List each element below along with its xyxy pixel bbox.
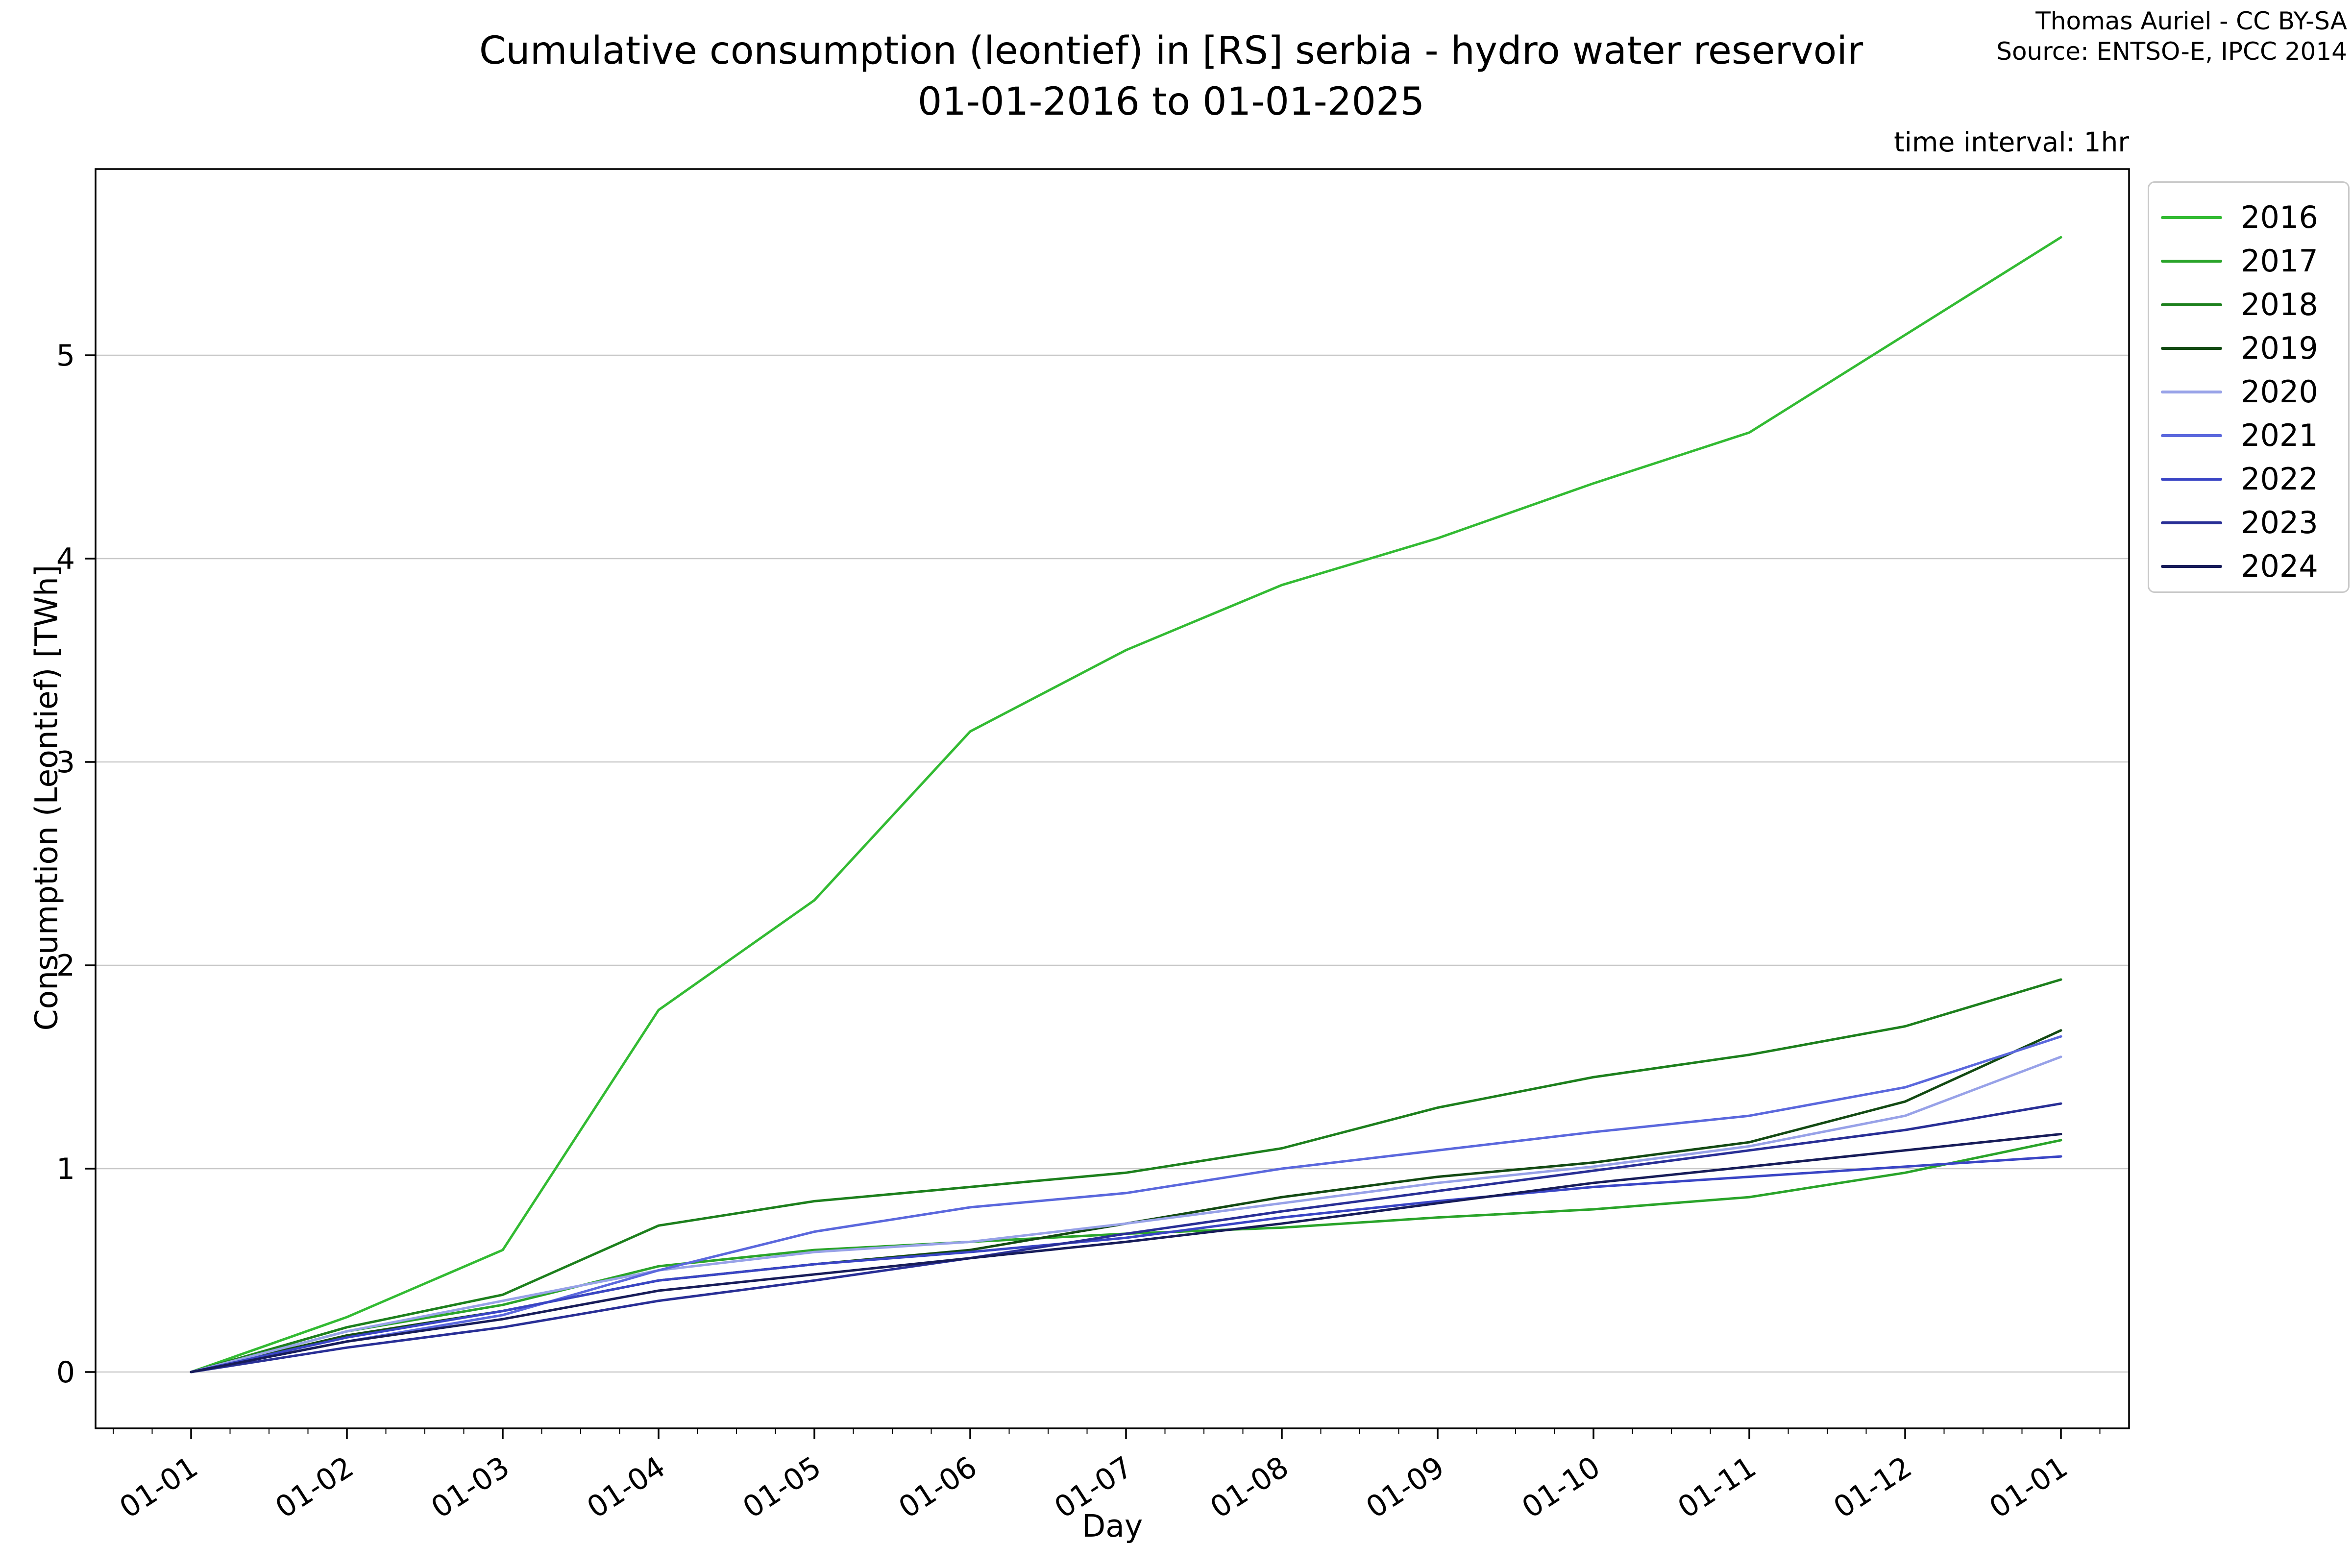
plot-border [95,168,2130,1429]
legend-label-2020: 2020 [2241,373,2318,410]
legend-label-2019: 2019 [2241,330,2318,366]
series-line-2023 [190,1102,2062,1373]
legend-swatch-2016 [2161,216,2222,219]
legend-entry-2021: 2021 [2161,414,2348,457]
time-interval-note: time interval: 1hr [1894,126,2129,158]
legend-swatch-2022 [2161,477,2222,481]
gridlines [96,354,2129,1373]
y-tick-label-0: 0 [56,1355,75,1390]
legend-label-2017: 2017 [2241,243,2318,279]
attribution-author: Thomas Auriel - CC BY-SA [2035,7,2347,35]
legend-label-2018: 2018 [2241,286,2318,322]
legend-swatch-2021 [2161,434,2222,437]
legend-entry-2020: 2020 [2161,370,2348,414]
y-tick-label-1: 1 [56,1152,75,1186]
series-line-2021 [190,1035,2062,1373]
legend-swatch-2023 [2161,521,2222,524]
series-line-2018 [190,978,2062,1373]
legend-swatch-2019 [2161,346,2222,350]
attribution: Thomas Auriel - CC BY-SA Source: ENTSO-E… [1661,6,2347,67]
legend-label-2022: 2022 [2241,461,2318,497]
y-tick-label-5: 5 [56,339,75,373]
legend-entry-2019: 2019 [2161,326,2348,370]
series-line-2024 [190,1132,2062,1373]
y-tick-label-3: 3 [56,745,75,780]
chart-title: Cumulative consumption (leontief) in [RS… [142,25,2200,127]
legend-label-2023: 2023 [2241,504,2318,540]
legend-entry-2016: 2016 [2161,196,2348,239]
plot-frame [95,168,2130,1429]
chart-title-line2: 01-01-2016 to 01-01-2025 [917,80,1425,124]
legend-swatch-2018 [2161,303,2222,306]
legend-swatch-2020 [2161,390,2222,393]
series-line-2022 [190,1155,2062,1373]
series-lines [190,236,2062,1373]
chart-title-line1: Cumulative consumption (leontief) in [RS… [479,29,1863,73]
legend-entry-2023: 2023 [2161,501,2348,544]
legend-swatch-2017 [2161,259,2222,263]
legend-label-2021: 2021 [2241,417,2318,453]
legend-entry-2022: 2022 [2161,457,2348,501]
legend-entry-2024: 2024 [2161,544,2348,588]
legend-label-2024: 2024 [2241,548,2318,584]
x-axis-label: Day [1081,1508,1143,1544]
y-tick-label-4: 4 [56,542,75,576]
legend-entry-2017: 2017 [2161,239,2348,283]
legend: 2016 2017 2018 2019 2020 2021 2022 2023 2024 [2148,181,2350,593]
legend-entry-2018: 2018 [2161,283,2348,326]
legend-swatch-2024 [2161,564,2222,568]
y-axis-label: Consumption (Leontief) [TWh] [28,564,65,1031]
axis-ticks [85,354,2101,1439]
legend-label-2016: 2016 [2241,199,2318,235]
series-line-2020 [190,1055,2062,1373]
y-tick-label-2: 2 [56,949,75,983]
attribution-source: Source: ENTSO-E, IPCC 2014 [1996,37,2347,66]
series-line-2016 [190,236,2062,1373]
